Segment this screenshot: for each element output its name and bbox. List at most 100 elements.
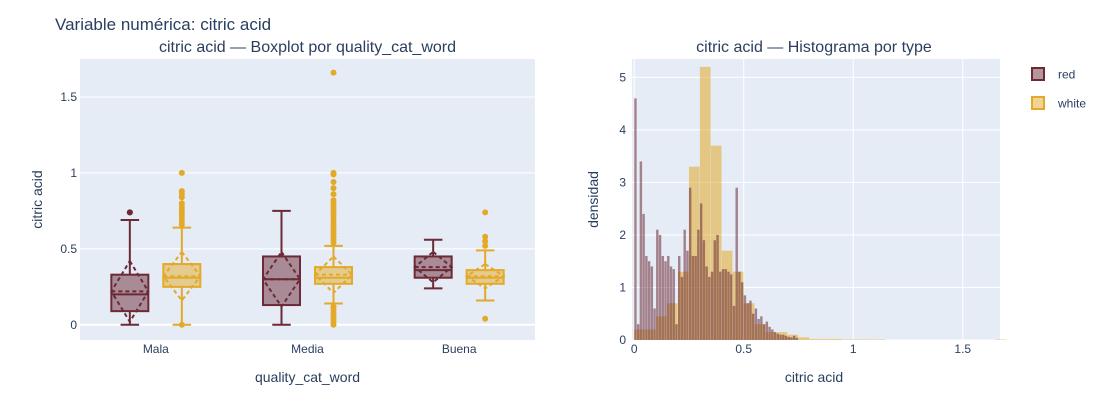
histogram-bar-white xyxy=(688,166,700,340)
boxplot-x-axis-title: quality_cat_word xyxy=(255,369,360,385)
boxplot-x-tick-label: Media xyxy=(291,342,324,356)
histogram-bar-red xyxy=(664,261,667,340)
histogram-bar-red xyxy=(639,161,643,340)
boxplot-title: citric acid — Boxplot por quality_cat_wo… xyxy=(159,39,456,56)
histogram-bar-white xyxy=(667,303,678,340)
histogram-bar-red xyxy=(661,255,665,340)
histogram-y-tick-label: 5 xyxy=(619,70,626,84)
boxplot-y-tick-label: 1.5 xyxy=(60,90,77,104)
box-outlier-point xyxy=(330,185,337,192)
box-sd-diamond xyxy=(413,250,454,284)
histogram-bar-red xyxy=(636,324,640,340)
histogram-bar-red xyxy=(793,335,796,340)
histogram-bar-white xyxy=(743,303,755,340)
box-outlier-point xyxy=(178,188,185,195)
histogram-bar-red xyxy=(771,329,774,340)
histogram-bar-red xyxy=(765,321,769,340)
histogram-bar-red xyxy=(751,313,755,340)
histogram-bar-white xyxy=(787,334,799,340)
box-sd-diamond xyxy=(261,250,302,309)
histogram-bar-red xyxy=(787,336,790,340)
box-outlier-point xyxy=(482,209,489,216)
histogram-bar-red xyxy=(675,324,678,340)
box-outlier-point xyxy=(482,315,489,322)
histogram-series-red xyxy=(634,98,799,341)
figure-title: Variable numérica: citric acid xyxy=(55,15,271,34)
histogram-bar-white xyxy=(820,338,832,340)
histogram-x-tick-label: 1.5 xyxy=(954,342,971,356)
histogram-bar-red xyxy=(757,318,760,340)
histogram-bar-red xyxy=(699,203,703,340)
box-iqr xyxy=(262,255,301,307)
histogram-bar-red xyxy=(688,187,692,340)
histogram-bar-red xyxy=(697,229,700,340)
histogram-bar-white xyxy=(995,339,1007,340)
boxplot-y-tick-label: 1 xyxy=(70,166,77,180)
histogram-bar-red xyxy=(694,255,697,340)
histogram-y-tick-label: 4 xyxy=(619,123,626,137)
histogram-bar-red xyxy=(784,335,788,340)
legend[interactable]: red white xyxy=(1031,67,1086,111)
histogram-marks xyxy=(634,66,1007,341)
histogram-bar-red xyxy=(678,255,681,340)
box-iqr xyxy=(110,273,150,313)
histogram-bar-red xyxy=(634,98,637,341)
histogram-y-tick-label: 0 xyxy=(619,333,626,347)
histogram-y-axis-title: densidad xyxy=(585,171,601,228)
histogram-bar-white xyxy=(656,316,667,340)
boxplot-ticks: 0 0.5 1 1.5 Mala Media Buena xyxy=(60,90,477,356)
box-outlier-point xyxy=(126,209,133,216)
histogram-x-tick-label: 0 xyxy=(631,342,638,356)
histogram-bar-red xyxy=(727,271,730,340)
histogram-bar-white xyxy=(754,324,766,340)
boxplot-x-tick-label: Mala xyxy=(143,342,169,356)
histogram-bar-red xyxy=(645,255,648,340)
boxplot-y-tick-label: 0.5 xyxy=(60,242,77,256)
histogram-bar-red xyxy=(773,332,777,340)
boxplot-panel: 0 0.5 1 1.5 Mala Media Buena citric acid — Box… xyxy=(29,39,535,385)
legend-swatch-white xyxy=(1031,96,1045,110)
histogram-bar-white xyxy=(842,339,853,340)
legend-item-red[interactable]: red xyxy=(1031,67,1075,82)
histogram-bar-red xyxy=(716,234,719,340)
histogram-bar-red xyxy=(656,229,659,340)
histogram-bar-white xyxy=(634,329,645,340)
histogram-bar-red xyxy=(782,334,785,340)
box-red-mala xyxy=(110,209,150,326)
legend-item-white[interactable]: white xyxy=(1031,96,1086,111)
histogram-bar-white xyxy=(875,339,886,340)
boxplot-y-axis-title: citric acid xyxy=(29,170,45,228)
box-outlier-point xyxy=(330,169,337,176)
histogram-bar-red xyxy=(754,308,758,340)
histogram-bar-red xyxy=(795,337,799,340)
histogram-bar-red xyxy=(672,269,675,340)
histogram-bar-red xyxy=(713,240,717,340)
histogram-panel: 0 0.5 1 1.5 0 1 2 3 4 5 citric acid — Histograma … xyxy=(585,39,1007,385)
histogram-bar-red xyxy=(740,282,744,340)
histogram-x-tick-label: 0.5 xyxy=(735,342,752,356)
histogram-bar-red xyxy=(760,316,763,340)
histogram-bar-red xyxy=(686,250,689,340)
histogram-bar-red xyxy=(667,255,670,340)
histogram-title: citric acid — Histograma por type xyxy=(696,39,932,56)
box-outlier-point xyxy=(330,69,337,76)
box-white-buena xyxy=(464,209,506,322)
legend-label-white: white xyxy=(1057,97,1086,111)
boxplot-x-tick-label: Buena xyxy=(442,342,477,356)
histogram-y-tick-label: 1 xyxy=(619,280,626,294)
histogram-x-tick-label: 1 xyxy=(850,342,857,356)
histogram-bar-red xyxy=(710,271,714,340)
histogram-bar-red xyxy=(738,271,741,340)
box-white-media xyxy=(313,69,354,328)
histogram-bar-white xyxy=(732,271,744,340)
histogram-bar-red xyxy=(779,334,782,340)
box-outlier-point xyxy=(330,191,337,198)
boxplot-marks xyxy=(110,69,506,328)
histogram-bar-red xyxy=(642,213,645,340)
box-outlier-point xyxy=(178,200,185,207)
box-sd-diamond xyxy=(464,262,506,290)
box-outlier-point xyxy=(330,303,337,310)
histogram-bar-white xyxy=(809,338,821,340)
histogram-bar-red xyxy=(790,337,793,340)
box-red-buena xyxy=(413,238,454,290)
